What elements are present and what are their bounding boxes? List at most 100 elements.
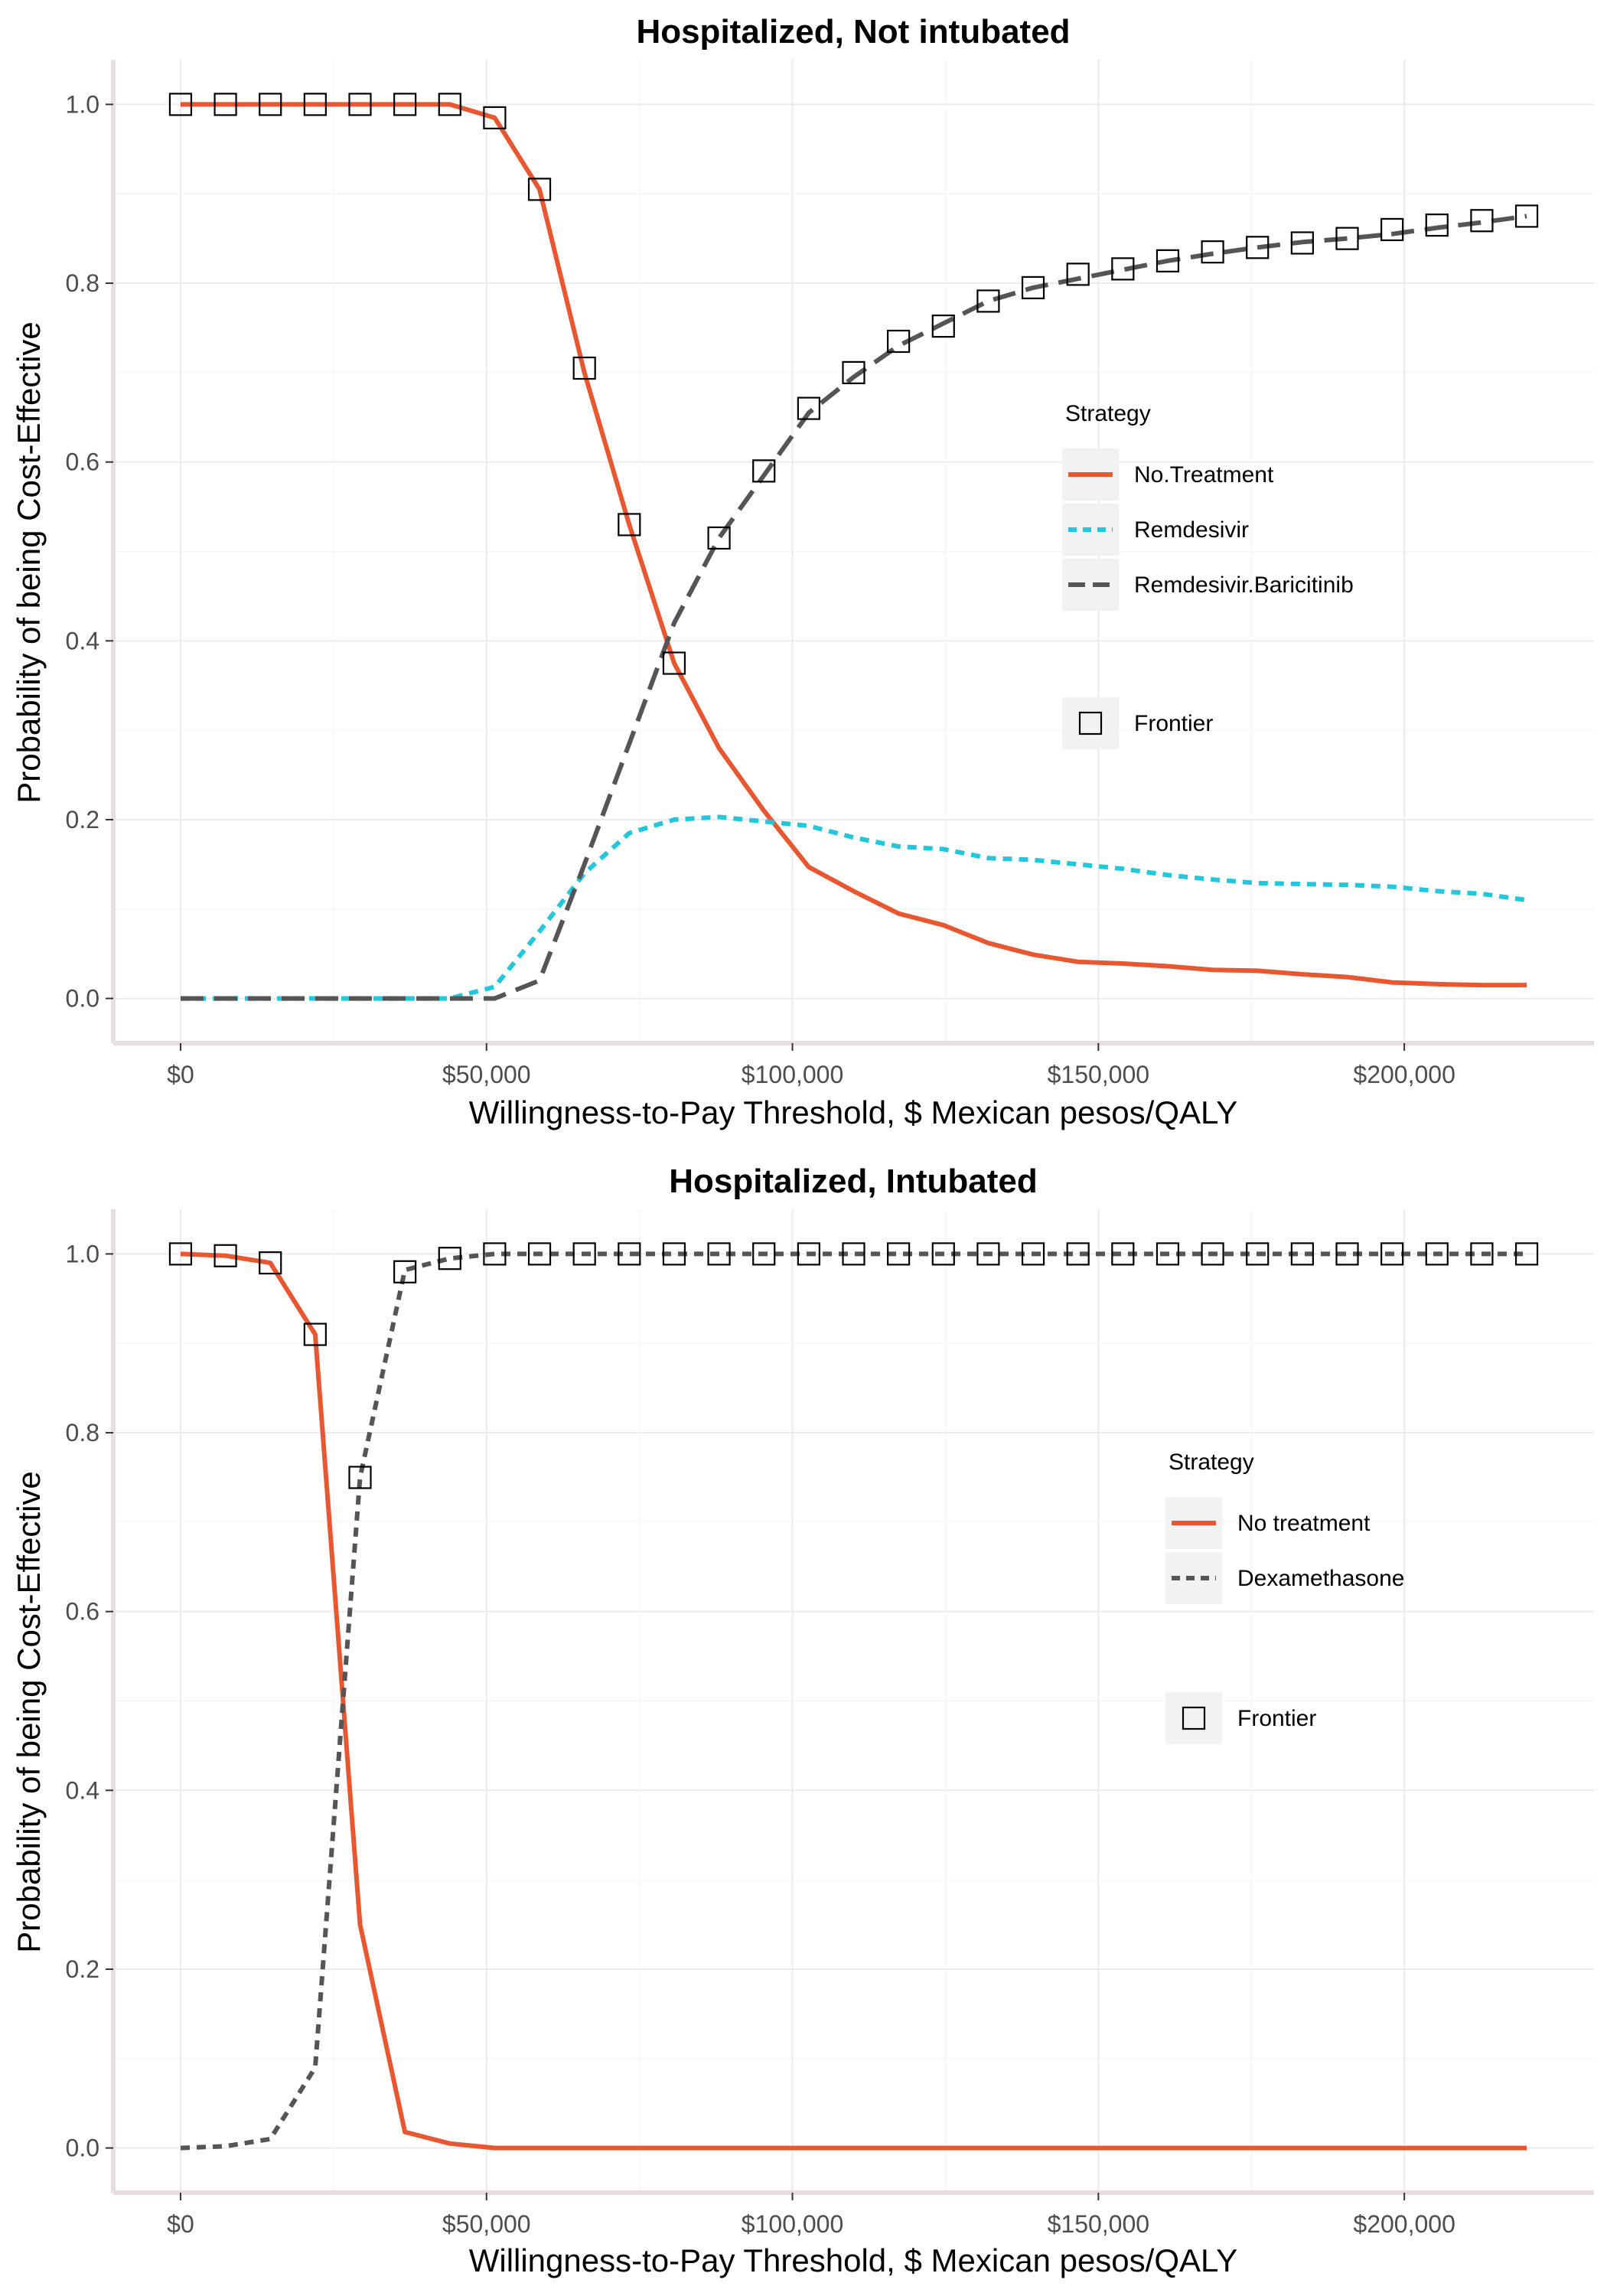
- frontier-marker: [168, 93, 193, 116]
- frontier-marker: [527, 178, 552, 201]
- legend-label: Dexamethasone: [1237, 1566, 1404, 1591]
- frontier-marker: [1111, 1242, 1135, 1266]
- frontier-marker: [1201, 240, 1224, 264]
- frontier-marker: [348, 1466, 372, 1489]
- frontier-marker: [1470, 209, 1494, 233]
- legend-frontier-marker: [1078, 711, 1103, 735]
- frontier-marker: [168, 1242, 193, 1266]
- y-tick-label: 0.8: [66, 1419, 99, 1446]
- legend-label-frontier: Frontier: [1237, 1706, 1316, 1731]
- legend-label: Remdesivir.Baricitinib: [1134, 572, 1354, 598]
- frontier-marker: [1470, 1242, 1494, 1266]
- frontier-marker: [842, 360, 865, 384]
- frontier-marker: [887, 1242, 911, 1266]
- y-tick-label: 0.4: [66, 627, 99, 654]
- series-layer: [180, 1251, 1527, 2151]
- x-tick-label: $200,000: [1353, 2210, 1455, 2238]
- frontier-marker: [1514, 204, 1539, 228]
- axes: [111, 60, 1594, 1045]
- legend-key-bg: [1165, 1692, 1222, 1744]
- frontier-marker: [393, 1260, 417, 1283]
- chart-title: Hospitalized, Not intubated: [636, 13, 1070, 51]
- frontier-marker: [1201, 1242, 1224, 1266]
- frontier-marker: [931, 315, 955, 338]
- frontier-marker: [1246, 1242, 1270, 1266]
- y-tick-label: 0.2: [66, 1955, 99, 1983]
- legend-label: No.Treatment: [1134, 462, 1274, 488]
- x-tick-label: $150,000: [1048, 1061, 1149, 1088]
- frontier-marker: [483, 1242, 507, 1266]
- legend: Strategy No treatment Dexamethasone Frontie…: [1165, 1450, 1404, 1744]
- frontier-marker: [1514, 1242, 1539, 1266]
- series-layer: [181, 102, 1527, 1001]
- frontier-marker: [842, 1242, 865, 1266]
- legend-frontier-marker: [1182, 1706, 1206, 1730]
- frontier-marker: [1111, 257, 1135, 281]
- series-line-no-treatment: [180, 1251, 1527, 2151]
- frontier-marker: [1246, 236, 1270, 259]
- frontier-marker: [931, 1242, 955, 1266]
- frontier-marker: [1425, 1242, 1449, 1266]
- frontier-marker: [797, 1242, 820, 1266]
- frontier-marker: [572, 356, 596, 380]
- x-axis-title: Willingness-to-Pay Threshold, $ Mexican …: [469, 2242, 1238, 2278]
- frontier-marker: [527, 1242, 552, 1266]
- frontier-marker: [752, 459, 776, 483]
- frontier-marker: [259, 93, 282, 116]
- legend-label: No treatment: [1237, 1511, 1371, 1536]
- frontier-marker: [976, 1242, 1000, 1266]
- frontier-marker: [1335, 1242, 1359, 1266]
- frontier-marker: [707, 1242, 731, 1266]
- frontier-marker: [483, 106, 507, 130]
- frontier-marker: [1425, 214, 1449, 237]
- y-tick-label: 0.8: [66, 269, 99, 297]
- x-tick-label: $50,000: [442, 1061, 531, 1088]
- x-tick-label: $150,000: [1048, 2210, 1149, 2238]
- x-tick-label: $0: [167, 2210, 194, 2238]
- frontier-marker: [303, 93, 327, 116]
- frontier-marker: [348, 93, 372, 116]
- frontier-marker: [572, 1242, 596, 1266]
- y-tick-label: 1.0: [66, 90, 99, 118]
- legend-key-bg: [1062, 697, 1119, 749]
- frontier-layer: [168, 93, 1539, 675]
- x-tick-label: $200,000: [1353, 1061, 1455, 1088]
- y-axis-title: Probability of being Cost-Effective: [11, 321, 47, 804]
- frontier-marker: [887, 329, 911, 354]
- y-tick-label: 0.0: [66, 2135, 99, 2162]
- frontier-marker: [1066, 263, 1090, 286]
- x-tick-label: $50,000: [442, 2210, 531, 2238]
- y-axis-title: Probability of being Cost-Effective: [11, 1471, 47, 1953]
- x-tick-label: $0: [167, 1061, 194, 1088]
- frontier-marker: [393, 93, 417, 116]
- frontier-marker: [1380, 1242, 1404, 1266]
- x-tick-label: $100,000: [742, 2210, 843, 2238]
- series-line-no-treatment: [181, 102, 1527, 988]
- legend-label-frontier: Frontier: [1134, 711, 1213, 736]
- frontier-layer: [168, 1242, 1539, 1489]
- frontier-marker: [662, 1242, 686, 1266]
- frontier-marker: [1021, 276, 1045, 299]
- y-tick-label: 0.6: [66, 1598, 99, 1626]
- frontier-marker: [1290, 231, 1314, 255]
- legend-label: Remdesivir: [1134, 517, 1249, 543]
- x-axis-title: Willingness-to-Pay Threshold, $ Mexican …: [469, 1094, 1238, 1130]
- chart-title: Hospitalized, Intubated: [669, 1163, 1038, 1200]
- ticks: 0.0 0.2 0.4 0.6 0.8 1.0 $0 $50,000 $100,000 $150,…: [66, 1240, 1455, 2238]
- frontier-marker: [752, 1242, 776, 1266]
- legend-title: Strategy: [1065, 401, 1151, 426]
- frontier-marker: [1290, 1242, 1314, 1266]
- axes: [111, 1209, 1594, 2195]
- frontier-marker: [438, 93, 461, 116]
- y-tick-label: 0.6: [66, 448, 99, 476]
- x-tick-label: $100,000: [742, 1061, 843, 1088]
- frontier-marker: [618, 513, 641, 536]
- y-tick-label: 1.0: [66, 1240, 99, 1267]
- grid: [113, 1209, 1594, 2193]
- grid: [113, 60, 1594, 1043]
- panel-intubated: Hospitalized, Intubated 0.0 0.2 0.4 0.6 0.8 1…: [11, 1163, 1594, 2278]
- legend-title: Strategy: [1169, 1450, 1254, 1475]
- frontier-marker: [259, 1251, 282, 1275]
- frontier-marker: [797, 396, 820, 420]
- frontier-marker: [976, 289, 1000, 313]
